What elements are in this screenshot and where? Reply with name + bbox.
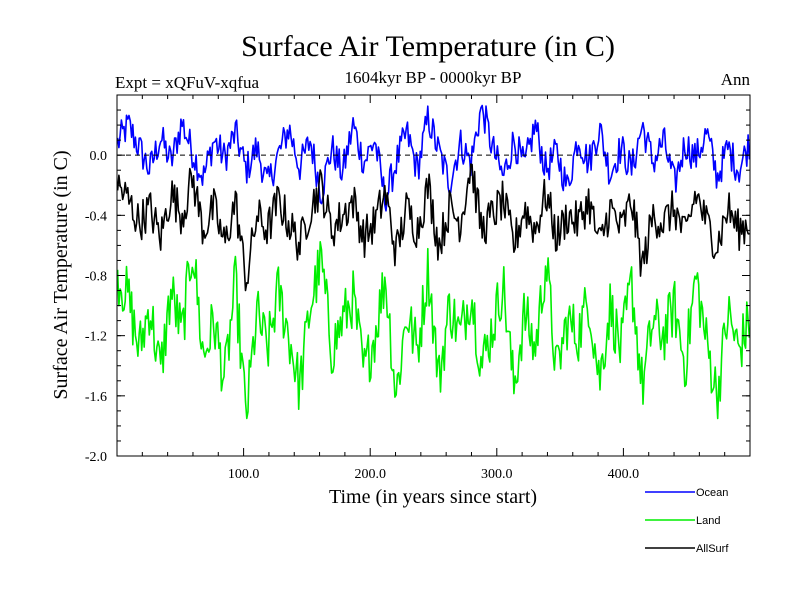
ticks-layer: 0.0 -0.4 -0.8 -1.2 -1.6 -2.0 100.0 200.0 300.0 40… bbox=[85, 94, 750, 482]
x-tick-label: 100.0 bbox=[228, 467, 260, 482]
chart-title: Surface Air Temperature (in C) bbox=[241, 30, 615, 63]
y-tick-label: -1.2 bbox=[85, 330, 107, 345]
legend: Ocean Land AllSurf bbox=[645, 487, 729, 555]
x-tick-label: 400.0 bbox=[608, 467, 640, 482]
y-tick-label: -0.4 bbox=[85, 209, 107, 224]
y-tick-label: -2.0 bbox=[85, 450, 107, 465]
x-tick-label: 300.0 bbox=[481, 467, 513, 482]
y-axis-label: Surface Air Temperature (in C) bbox=[50, 150, 72, 399]
legend-label-allsurf: AllSurf bbox=[696, 543, 729, 555]
legend-label-land: Land bbox=[696, 515, 720, 527]
y-tick-label: -0.8 bbox=[85, 270, 107, 285]
chart-subtitle: 1604kyr BP - 0000kyr BP bbox=[345, 68, 522, 87]
season-label: Ann bbox=[721, 70, 751, 89]
y-tick-label: 0.0 bbox=[90, 149, 108, 164]
y-tick-label: -1.6 bbox=[85, 390, 107, 405]
series-line-land bbox=[116, 241, 751, 420]
legend-label-ocean: Ocean bbox=[696, 487, 728, 499]
series-line-allsurf bbox=[116, 163, 750, 292]
x-tick-label: 200.0 bbox=[354, 467, 386, 482]
series-line-ocean bbox=[116, 104, 751, 212]
experiment-label: Expt = xQFuV-xqfua bbox=[115, 73, 259, 92]
x-axis-label: Time (in years since start) bbox=[329, 486, 537, 508]
series-layer bbox=[116, 104, 751, 420]
